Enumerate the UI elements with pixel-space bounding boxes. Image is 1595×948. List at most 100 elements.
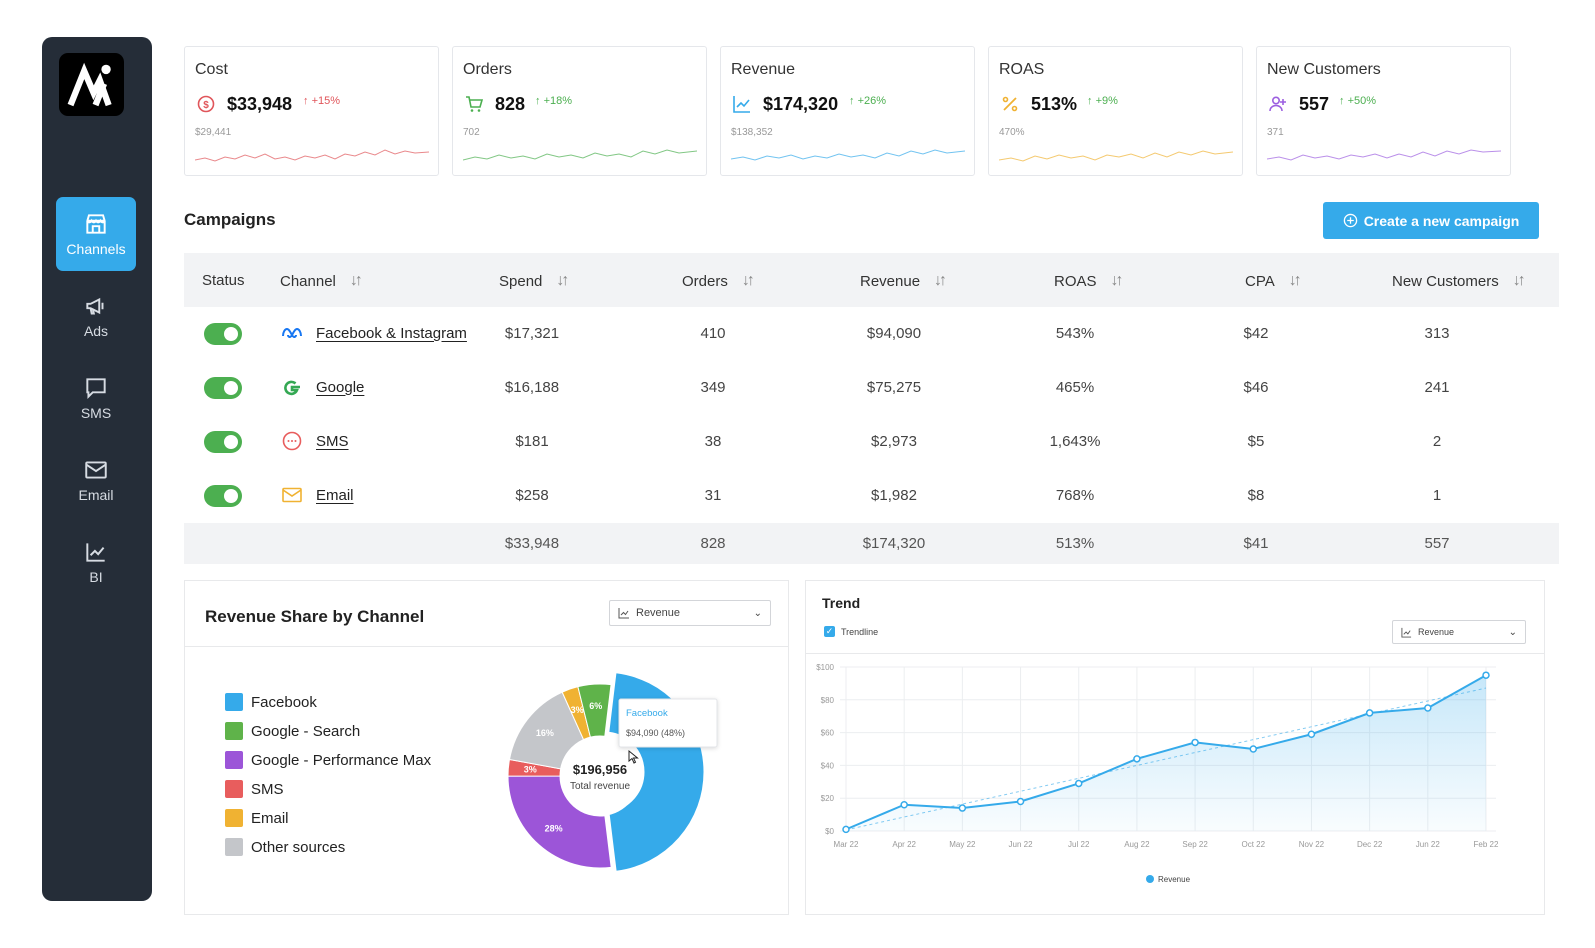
y-tick-label: $0 <box>825 827 834 836</box>
data-point[interactable] <box>1133 755 1141 763</box>
sidebar-item-ads[interactable]: Ads <box>56 279 136 353</box>
table-row: Facebook & Instagram $17,321 410 $94,090… <box>184 307 1559 361</box>
y-tick-label: $20 <box>821 794 835 803</box>
data-point[interactable] <box>1482 671 1490 679</box>
table-row: Google $16,188 349 $75,275 465% $46 241 <box>184 361 1559 415</box>
orders-cell: 31 <box>704 487 722 504</box>
table-row: Email $258 31 $1,982 768% $8 1 <box>184 469 1559 523</box>
sidebar-item-label: Ads <box>83 323 109 339</box>
sort-icon[interactable]: ↓↑ <box>556 272 569 289</box>
column-header-revenue[interactable]: Revenue ↓↑ <box>860 272 947 290</box>
data-point[interactable] <box>1307 730 1316 738</box>
channel-cell: Google <box>280 375 364 399</box>
x-tick-label: Jul 22 <box>1068 840 1090 849</box>
sidebar-item-bi[interactable]: BI <box>56 525 136 599</box>
status-toggle[interactable] <box>204 431 242 453</box>
legend-item: Other sources <box>225 838 345 856</box>
kpi-delta: ↑ +15% <box>303 95 341 107</box>
app-logo[interactable] <box>59 53 124 116</box>
kpi-card-cost[interactable]: Cost $ $33,948 ↑ +15% $29,441 <box>184 46 439 176</box>
channel-link[interactable]: Email <box>316 486 354 504</box>
chart-tooltip: Facebook $94,090 (48%) <box>618 698 718 748</box>
sort-icon[interactable]: ↓↑ <box>1288 272 1302 289</box>
channel-link[interactable]: SMS <box>316 432 349 450</box>
revenue-cell: $2,973 <box>871 433 917 450</box>
total-revenue: $174,320 <box>862 535 926 552</box>
legend-swatch <box>225 693 243 711</box>
legend-item: Google - Performance Max <box>225 751 431 769</box>
x-tick-label: Nov 22 <box>1299 840 1325 849</box>
column-header-new-customers[interactable]: New Customers ↓↑ <box>1392 272 1526 290</box>
user-plus-icon <box>1269 96 1286 112</box>
sidebar-item-label: BI <box>89 569 103 585</box>
campaigns-title: Campaigns <box>184 210 276 229</box>
channel-link[interactable]: Google <box>316 378 365 396</box>
total-roas: 513% <box>1055 535 1095 552</box>
sidebar-item-email[interactable]: Email <box>56 443 136 517</box>
data-point[interactable] <box>1074 779 1083 788</box>
cpa-cell: $42 <box>1243 325 1269 342</box>
revenue-share-metric-select[interactable]: Revenue ⌄ <box>609 600 771 626</box>
megaphone-icon <box>86 297 104 315</box>
sort-icon[interactable]: ↓↑ <box>741 272 755 289</box>
data-point[interactable] <box>842 825 850 834</box>
data-point[interactable] <box>900 801 908 809</box>
column-header-channel[interactable]: Channel ↓↑ <box>280 272 363 290</box>
data-point[interactable] <box>1016 797 1025 806</box>
status-toggle[interactable] <box>204 485 242 507</box>
kpi-card-revenue[interactable]: Revenue $174,320 ↑ +26% $138,352 <box>720 46 975 176</box>
kpi-card-orders[interactable]: Orders 828 ↑ +18% 702 <box>452 46 707 176</box>
spend-cell: $16,188 <box>504 379 560 396</box>
create-campaign-button[interactable]: Create a new campaign <box>1323 202 1539 239</box>
chart-line-icon <box>1401 627 1412 638</box>
trend-metric-select[interactable]: Revenue ⌄ <box>1392 620 1526 644</box>
data-point[interactable] <box>958 804 967 812</box>
tooltip-value: $94,090 (48%) <box>626 728 685 738</box>
cpa-cell: $8 <box>1247 487 1265 504</box>
channel-link[interactable]: Facebook & Instagram <box>316 324 467 342</box>
data-point[interactable] <box>1249 745 1258 753</box>
area-fill <box>846 675 1486 831</box>
sort-icon[interactable]: ↓↑ <box>349 272 363 289</box>
revenue-share-panel: Revenue Share by Channel Revenue ⌄ Faceb… <box>184 580 789 915</box>
x-tick-label: Mar 22 <box>834 840 859 849</box>
revenue-share-donut-chart[interactable]: 28% 3% 16% 3% 6% $196,956 Total revenue Face… <box>495 661 775 881</box>
sparkline <box>731 149 965 161</box>
spend-cell: $181 <box>515 433 549 450</box>
sidebar-item-sms[interactable]: SMS <box>56 361 136 435</box>
kpi-title: Orders <box>463 61 512 78</box>
new-customers-cell: 1 <box>1432 487 1442 504</box>
status-toggle[interactable] <box>204 377 242 399</box>
plus-circle-icon <box>1343 213 1357 228</box>
sort-icon[interactable]: ↓↑ <box>1512 272 1526 289</box>
trendline-checkbox[interactable]: ✓ Trendline <box>824 626 879 637</box>
logo-icon <box>67 62 112 106</box>
trend-line-chart[interactable]: $0 $20 $40 $60 $80 $100 Mar 22 Apr 22 May 22 Jun … <box>806 661 1544 914</box>
column-header-cpa[interactable]: CPA ↓↑ <box>1245 272 1302 290</box>
donut-slice-label: 3% <box>571 705 584 715</box>
data-point[interactable] <box>1365 709 1374 717</box>
status-toggle[interactable] <box>204 323 242 345</box>
chart-line-icon <box>733 96 750 113</box>
y-tick-label: $80 <box>821 696 835 705</box>
legend-swatch <box>225 780 243 798</box>
donut-slice-label: 28% <box>545 823 563 833</box>
column-header-orders[interactable]: Orders ↓↑ <box>682 272 755 290</box>
x-tick-label: Jun 22 <box>1009 840 1034 849</box>
donut-slice-label: 3% <box>524 765 537 775</box>
sort-icon[interactable]: ↓↑ <box>934 272 947 289</box>
data-point[interactable] <box>1191 738 1199 747</box>
kpi-card-new-customers[interactable]: New Customers 557 ↑ +50% 371 <box>1256 46 1511 176</box>
trend-title: Trend <box>822 595 861 611</box>
kpi-card-roas[interactable]: ROAS 513% ↑ +9% 470% <box>988 46 1243 176</box>
campaigns-table: Status Channel ↓↑ Spend ↓↑ Orders ↓↑ Revenu… <box>184 253 1559 564</box>
revenue-share-title: Revenue Share by Channel <box>205 607 425 626</box>
column-header-spend[interactable]: Spend ↓↑ <box>499 272 569 290</box>
email-icon <box>282 487 302 503</box>
column-header-roas[interactable]: ROAS ↓↑ <box>1054 272 1124 290</box>
kpi-title: ROAS <box>999 61 1045 78</box>
sidebar-item-channels[interactable]: Channels <box>56 197 136 271</box>
data-point[interactable] <box>1424 704 1432 712</box>
sort-icon[interactable]: ↓↑ <box>1110 272 1124 289</box>
tooltip-title: Facebook <box>626 708 668 719</box>
